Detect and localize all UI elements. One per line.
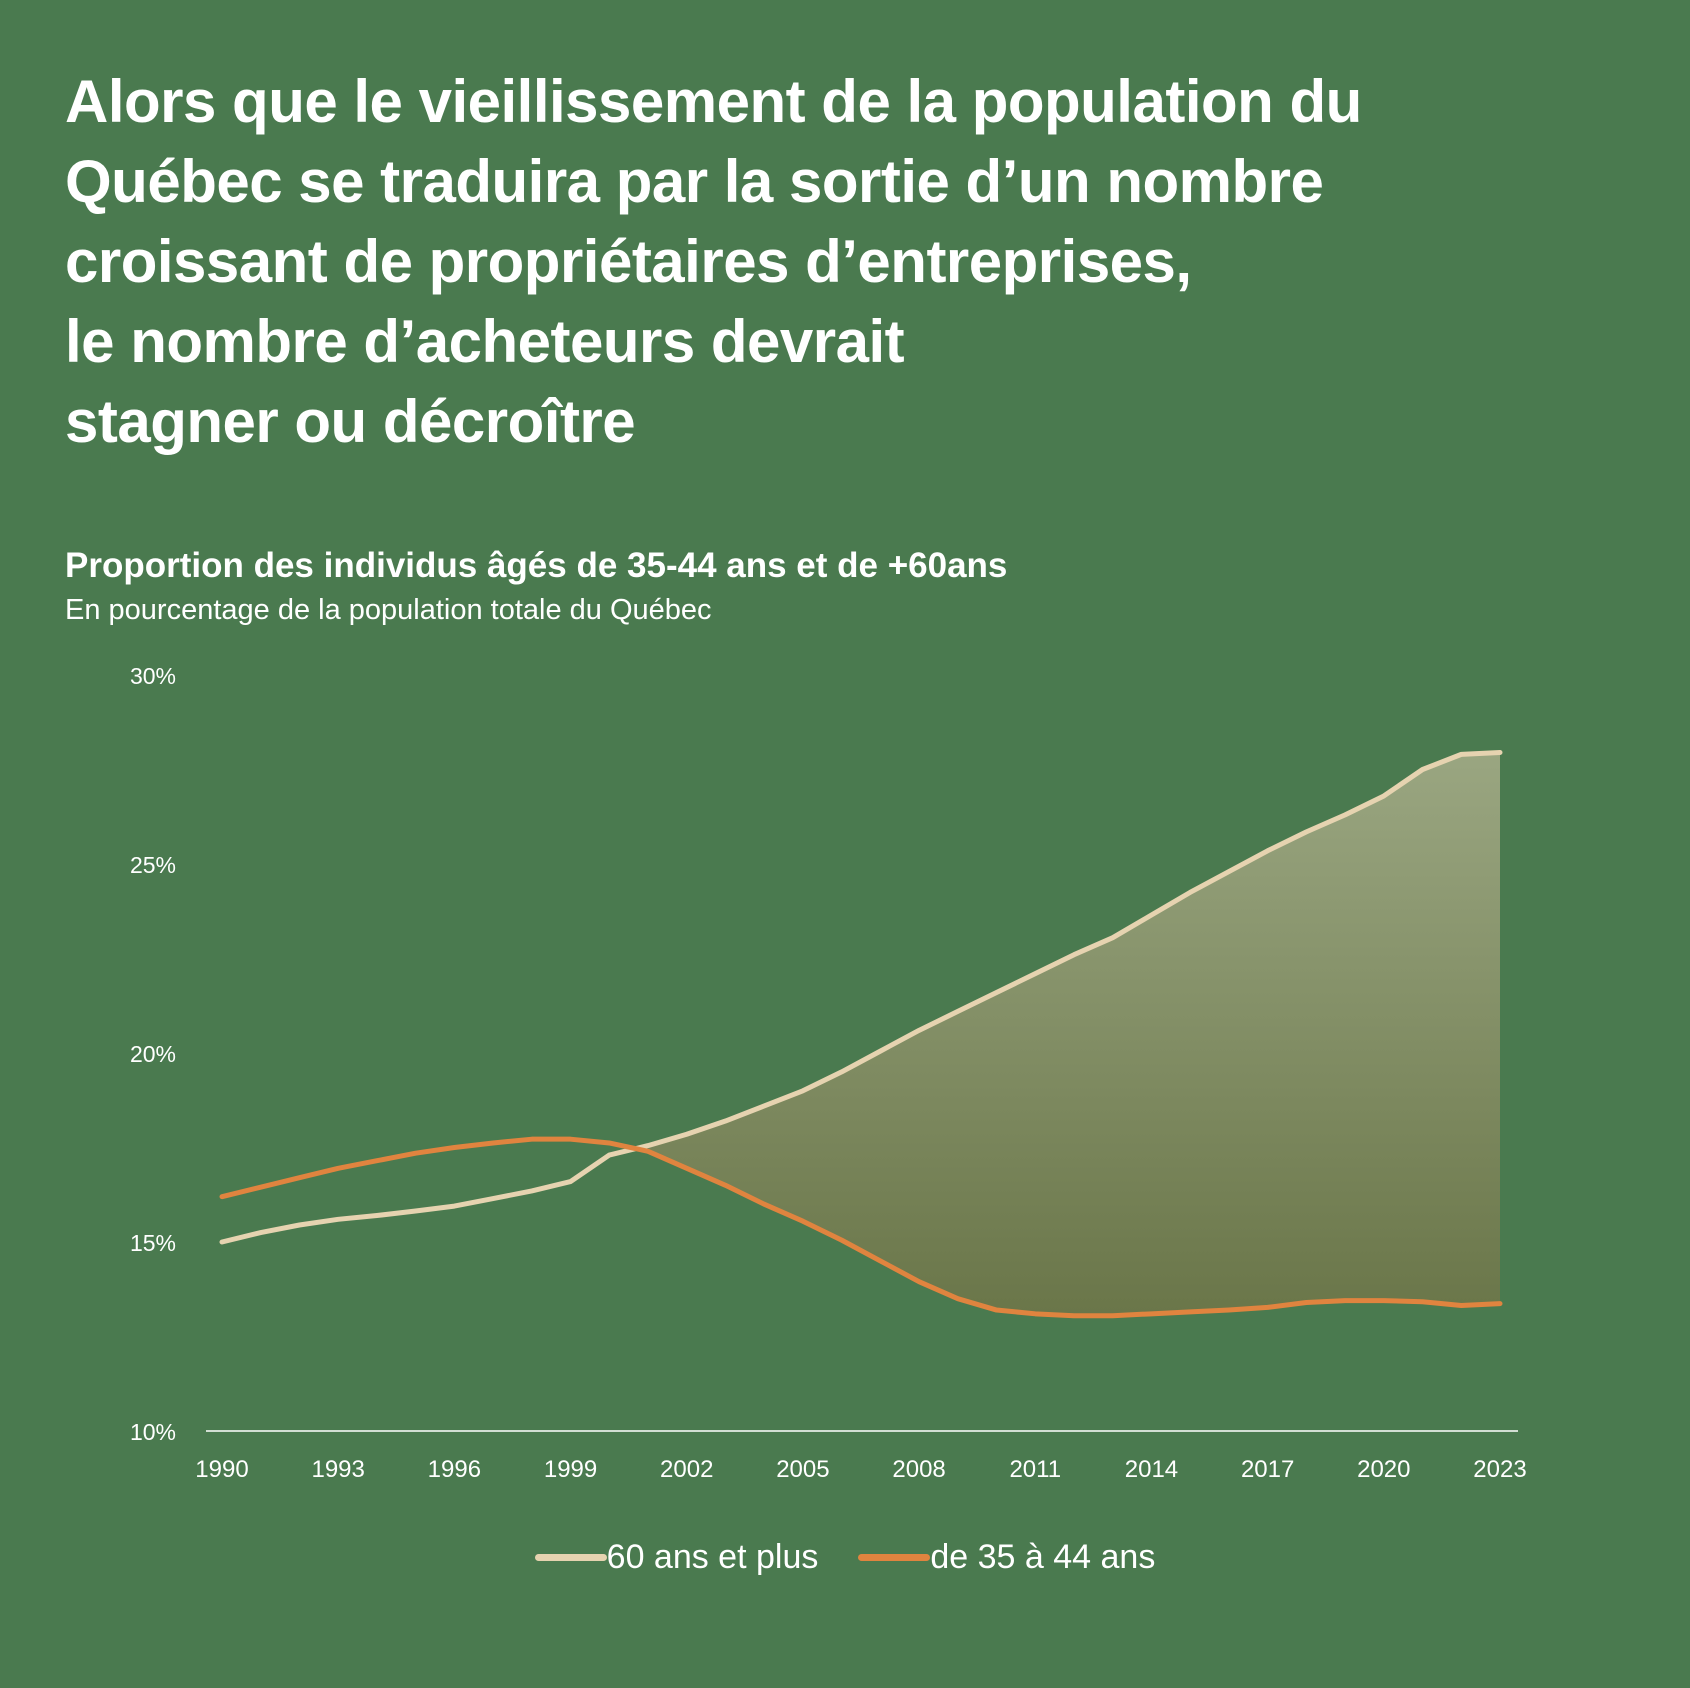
headline-line-5: stagner ou décroître [65,388,636,455]
y-tick-label: 30% [130,663,176,689]
series-line-35-44 [219,1136,1503,1319]
headline-line-4: le nombre d’acheteurs devrait [65,308,905,375]
legend-swatch-60-plus [534,1554,607,1561]
gap-area [635,752,1500,1316]
chart-title: Proportion des individus âgés de 35-44 a… [65,546,1008,585]
x-tick-label: 1993 [311,1456,364,1483]
y-tick-label: 25% [130,852,176,878]
legend-label-35-44: de 35 à 44 ans [930,1538,1156,1576]
x-tick-label: 2023 [1473,1456,1526,1483]
x-tick-label: 2002 [660,1456,713,1483]
x-tick-label: 2017 [1241,1456,1294,1483]
x-tick-label: 1990 [195,1456,248,1483]
x-tick-label: 2020 [1357,1456,1410,1483]
legend-item-60-plus: 60 ans et plus [534,1538,819,1577]
x-tick-label: 1999 [544,1456,597,1483]
legend-label-60-plus: 60 ans et plus [606,1538,819,1576]
chart-legend: 60 ans et plus de 35 à 44 ans [0,1538,1690,1577]
x-tick-label: 2011 [1009,1456,1061,1483]
series-line-60-plus [219,749,1503,1245]
headline-line-3: croissant de propriétaires d’entreprises… [65,228,1192,295]
headline: Alors que le vieillissement de la popula… [65,62,1625,462]
y-tick-label: 15% [130,1230,176,1256]
y-tick-label: 20% [130,1041,176,1067]
x-tick-label: 1996 [428,1456,481,1483]
legend-swatch-35-44 [858,1554,931,1561]
x-tick-label: 2014 [1125,1456,1178,1483]
headline-line-1: Alors que le vieillissement de la popula… [65,68,1362,135]
x-tick-label: 2005 [776,1456,829,1483]
y-tick-label: 10% [130,1419,176,1445]
legend-item-35-44: de 35 à 44 ans [858,1538,1155,1577]
chart-subtitle: En pourcentage de la population totale d… [65,594,712,626]
headline-line-2: Québec se traduira par la sortie d’un no… [65,148,1324,215]
x-tick-label: 2008 [892,1456,945,1483]
